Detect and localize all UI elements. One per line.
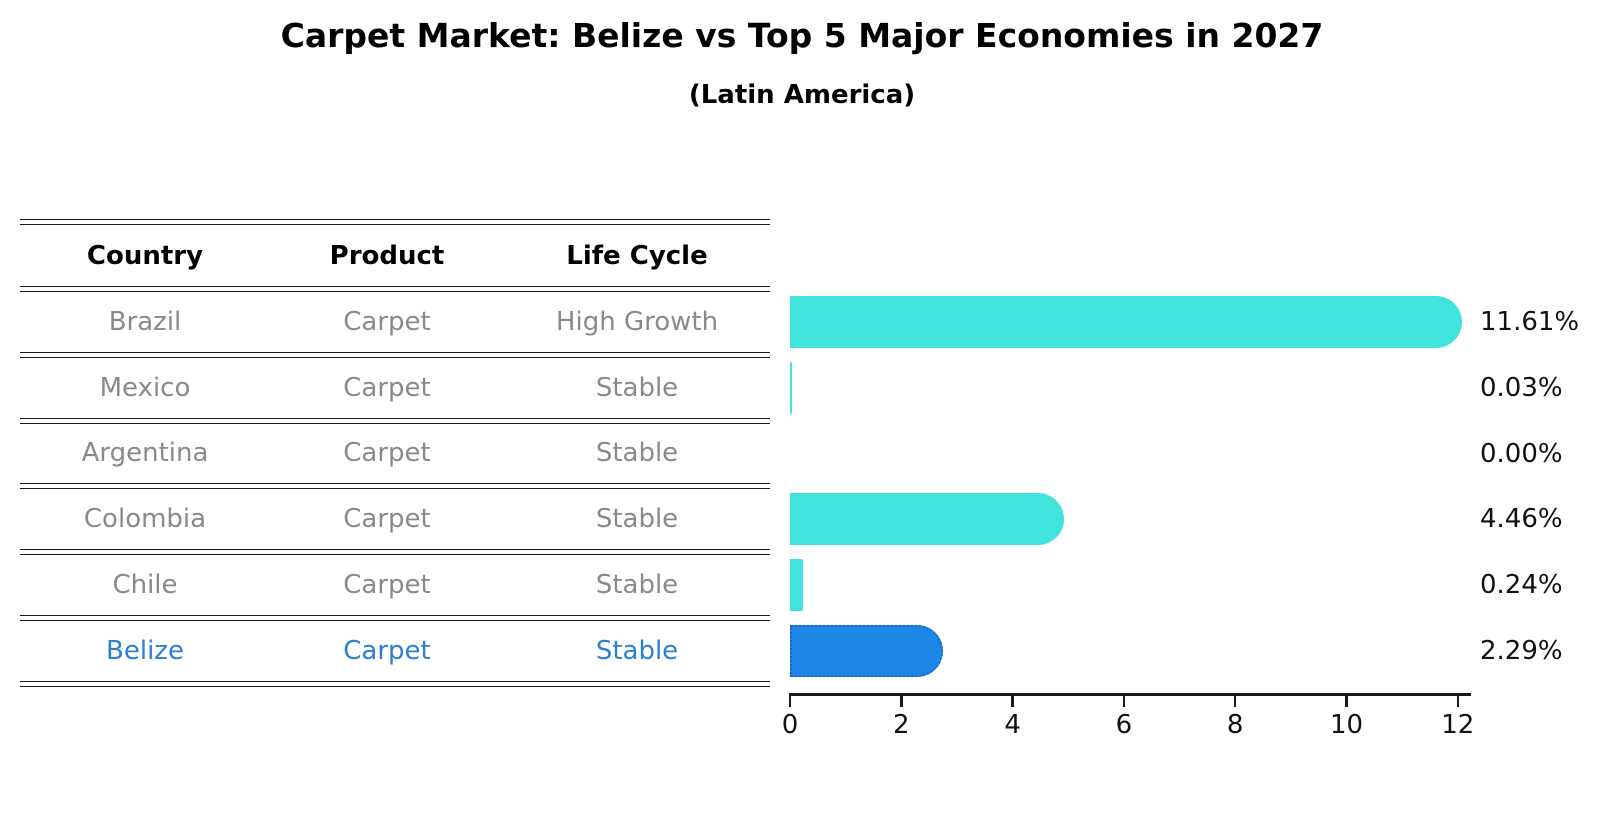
table-header-row: Country Product Life Cycle [20, 222, 770, 289]
table-header-country: Country [86, 240, 204, 271]
table-header-life-cycle: Life Cycle [566, 240, 708, 271]
table-cell-life-cycle: Stable [595, 438, 679, 469]
value-label: 2.29% [1480, 635, 1563, 666]
x-axis-tick-label: 8 [1226, 710, 1244, 740]
table-cell-country: Chile [112, 570, 178, 601]
table-header-product: Product [329, 240, 445, 271]
x-axis-tick [1011, 695, 1014, 707]
bar-chile [790, 559, 804, 612]
table-rule [20, 219, 770, 225]
table-cell-life-cycle: Stable [595, 372, 679, 403]
table-cell-product: Carpet [343, 306, 431, 337]
table-cell-product: Carpet [343, 570, 431, 601]
table-rule [20, 483, 770, 490]
table-rule [20, 417, 770, 424]
table-cell-product: Carpet [343, 504, 431, 535]
table-rule [20, 615, 770, 621]
table-row: Chile Carpet Stable [20, 552, 770, 618]
x-axis-tick [1233, 695, 1237, 707]
bar-belize [790, 624, 944, 677]
table-cell-country: Colombia [83, 504, 207, 535]
table-cell-country: Brazil [108, 306, 182, 337]
x-axis-tick [900, 695, 903, 707]
table-cell-country: Argentina [81, 438, 209, 469]
table-rule [20, 286, 770, 292]
x-axis-line [789, 693, 1471, 696]
table-row: Belize Carpet Stable [20, 618, 770, 684]
x-axis-tick [1456, 695, 1460, 707]
table-row: Colombia Carpet Stable [20, 486, 770, 552]
value-label: 11.61% [1480, 306, 1580, 337]
chart-subtitle: (Latin America) [688, 80, 916, 110]
table-rule [20, 680, 770, 687]
table-cell-life-cycle: Stable [595, 635, 679, 666]
table-cell-country: Belize [106, 635, 184, 666]
table-cell-product: Carpet [343, 635, 431, 666]
table-cell-life-cycle: Stable [595, 504, 679, 535]
table-row: Brazil Carpet High Growth [20, 289, 770, 355]
bar-colombia [790, 493, 1065, 546]
x-axis-tick-label: 12 [1441, 710, 1475, 740]
x-axis-tick-label: 0 [781, 710, 799, 740]
table-cell-country: Mexico [99, 372, 191, 403]
x-axis-tick-label: 10 [1329, 710, 1364, 740]
table-row: Argentina Carpet Stable [20, 421, 770, 487]
bar-brazil [790, 295, 1463, 348]
x-axis-tick-label: 2 [893, 710, 910, 740]
table-cell-life-cycle: Stable [595, 570, 679, 601]
table-cell-product: Carpet [343, 438, 431, 469]
table-row: Mexico Carpet Stable [20, 355, 770, 421]
chart-title: Carpet Market: Belize vs Top 5 Major Eco… [280, 16, 1324, 55]
table-rule [20, 351, 770, 358]
value-label: 0.24% [1480, 570, 1563, 601]
bar-mexico [790, 361, 792, 414]
x-axis-tick [788, 695, 792, 707]
value-label: 0.03% [1480, 372, 1563, 403]
x-axis-tick [1122, 695, 1126, 707]
table-rule [20, 549, 770, 556]
x-axis-tick-label: 6 [1115, 710, 1133, 740]
value-label: 4.46% [1480, 504, 1563, 535]
table-cell-product: Carpet [343, 372, 431, 403]
x-axis-tick-label: 4 [1004, 710, 1021, 740]
x-axis-tick [1345, 695, 1348, 707]
table-cell-life-cycle: High Growth [555, 306, 719, 337]
value-label: 0.00% [1480, 438, 1563, 469]
